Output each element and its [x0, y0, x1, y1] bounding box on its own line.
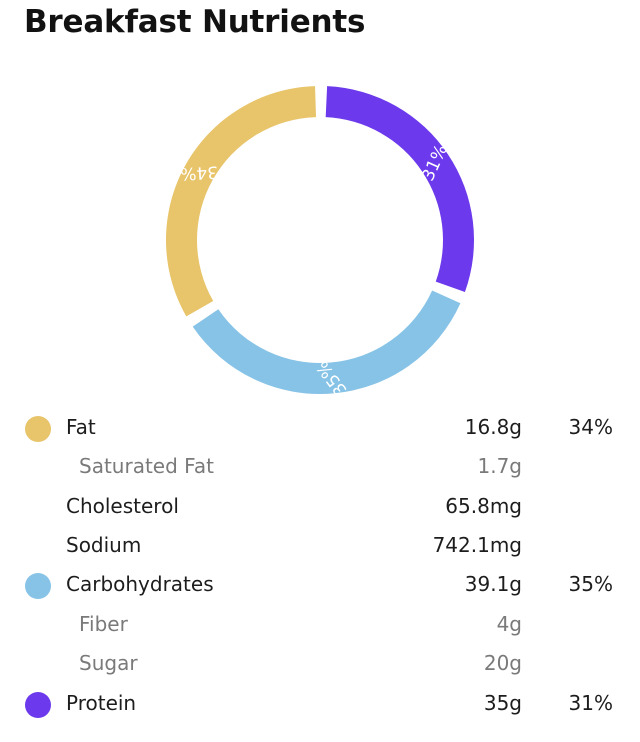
donut-slice-fat: [166, 86, 317, 317]
nutrient-amount: 20g: [483, 651, 522, 675]
nutrient-name: Saturated Fat: [79, 454, 214, 478]
nutrient-row-protein: Protein 35g 31%: [0, 686, 640, 722]
nutrient-amount: 35g: [483, 691, 522, 715]
nutrient-amount: 1.7g: [477, 454, 522, 478]
donut-slice-carbohydrates: [192, 290, 461, 394]
nutrient-name: Cholesterol: [66, 494, 179, 518]
nutrient-row-fat: Fat 16.8g 34%: [0, 410, 640, 446]
nutrient-name: Sodium: [66, 533, 142, 557]
nutrient-name: Carbohydrates: [66, 572, 214, 596]
nutrient-amount: 39.1g: [464, 572, 522, 596]
nutrient-amount: 16.8g: [464, 415, 522, 439]
nutrient-percent: 31%: [568, 691, 613, 715]
nutrient-row-sugar: Sugar 20g: [0, 646, 640, 682]
carbohydrates-color-dot: [25, 573, 51, 599]
nutrient-name: Fat: [66, 415, 96, 439]
donut-slice-protein: [325, 86, 474, 293]
nutrient-amount: 65.8mg: [445, 494, 522, 518]
nutrient-amount: 4g: [496, 612, 522, 636]
nutrient-amount: 742.1mg: [432, 533, 522, 557]
nutrient-donut-chart: 34% 31%35%: [166, 86, 474, 394]
nutrient-name: Fiber: [79, 612, 128, 636]
nutrient-name: Protein: [66, 691, 137, 715]
nutrient-row-sodium: Sodium 742.1mg: [0, 528, 640, 564]
nutrient-row-fiber: Fiber 4g: [0, 607, 640, 643]
nutrient-name: Sugar: [79, 651, 138, 675]
nutrient-row-cholesterol: Cholesterol 65.8mg: [0, 489, 640, 525]
donut-label-fat: 34%: [180, 162, 219, 184]
protein-color-dot: [25, 692, 51, 718]
fat-color-dot: [25, 416, 51, 442]
page-title: Breakfast Nutrients: [24, 4, 366, 40]
nutrient-percent: 35%: [568, 572, 613, 596]
nutrient-row-carbohydrates: Carbohydrates 39.1g 35%: [0, 567, 640, 603]
nutrient-row-saturated-fat: Saturated Fat 1.7g: [0, 449, 640, 485]
nutrient-percent: 34%: [568, 415, 613, 439]
